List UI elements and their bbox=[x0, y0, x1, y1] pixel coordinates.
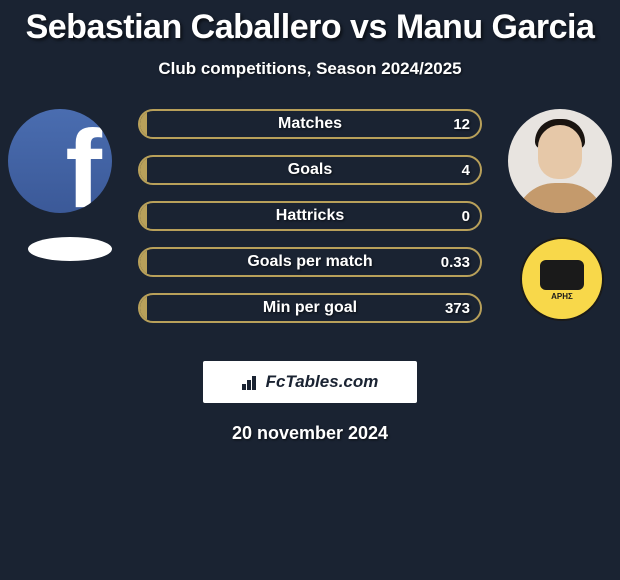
bar-chart-icon bbox=[242, 374, 262, 390]
stat-right-value: 12 bbox=[453, 116, 470, 133]
stat-label: Min per goal bbox=[263, 299, 357, 317]
player-left-avatar bbox=[8, 109, 112, 213]
stat-bar-fill bbox=[140, 157, 147, 183]
brand-text: FcTables.com bbox=[266, 372, 379, 392]
stat-bar-fill bbox=[140, 249, 147, 275]
stat-bar: Hattricks 0 bbox=[138, 201, 482, 231]
facebook-icon bbox=[8, 109, 112, 213]
stat-label: Goals per match bbox=[247, 253, 372, 271]
stat-right-value: 4 bbox=[462, 162, 470, 179]
stat-right-value: 373 bbox=[445, 300, 470, 317]
stat-right-value: 0 bbox=[462, 208, 470, 225]
stat-label: Hattricks bbox=[276, 207, 344, 225]
stat-label: Matches bbox=[278, 115, 342, 133]
stat-bar: Matches 12 bbox=[138, 109, 482, 139]
snapshot-date: 20 november 2024 bbox=[0, 423, 620, 444]
brand-watermark: FcTables.com bbox=[203, 361, 417, 403]
stat-bar-fill bbox=[140, 295, 147, 321]
player-left-club-badge bbox=[28, 237, 112, 261]
player-right-club-badge: ΑΡΗΣ bbox=[520, 237, 604, 321]
player-right-avatar bbox=[508, 109, 612, 213]
stat-bar-fill bbox=[140, 111, 147, 137]
stat-bar: Min per goal 373 bbox=[138, 293, 482, 323]
stat-right-value: 0.33 bbox=[441, 254, 470, 271]
stat-bars: Matches 12 Goals 4 Hattricks 0 Goals per… bbox=[138, 109, 482, 339]
stat-label: Goals bbox=[288, 161, 332, 179]
page-title: Sebastian Caballero vs Manu Garcia bbox=[0, 0, 620, 47]
stat-bar: Goals per match 0.33 bbox=[138, 247, 482, 277]
comparison-panel: ΑΡΗΣ Matches 12 Goals 4 Hattricks 0 Goal… bbox=[0, 109, 620, 349]
stat-bar: Goals 4 bbox=[138, 155, 482, 185]
stat-bar-fill bbox=[140, 203, 147, 229]
subtitle: Club competitions, Season 2024/2025 bbox=[0, 59, 620, 79]
